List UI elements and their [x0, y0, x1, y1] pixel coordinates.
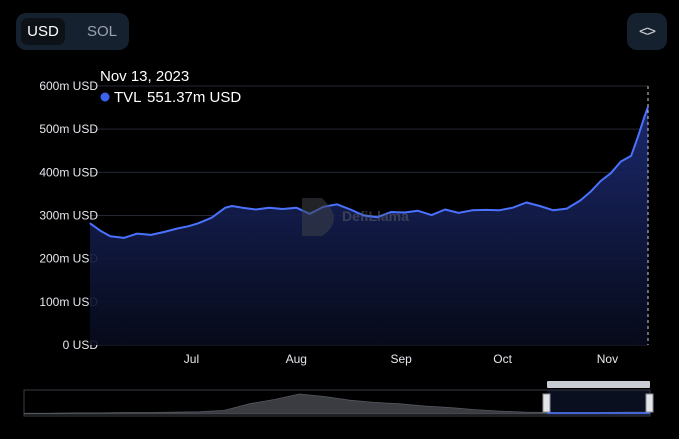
- tvl-point: [525, 201, 527, 204]
- tvl-point: [163, 231, 165, 233]
- tvl-point: [444, 208, 446, 211]
- tvl-point: [552, 209, 554, 211]
- tvl-point: [610, 172, 612, 174]
- llama-logo-icon: [302, 198, 334, 236]
- tvl-point: [430, 214, 433, 216]
- navigator-drag-bar[interactable]: [547, 381, 650, 388]
- y-tick-label: 200m USD: [39, 252, 98, 266]
- currency-toggle: USD SOL: [16, 13, 129, 50]
- tvl-point: [268, 207, 270, 209]
- tooltip-series-marker: [100, 92, 110, 102]
- tvl-point: [282, 208, 284, 210]
- tvl-point: [485, 209, 487, 211]
- tvl-point: [123, 237, 125, 239]
- defillama-watermark: DefiLlama: [302, 198, 409, 236]
- tvl-point: [390, 211, 392, 213]
- x-tick-label: Nov: [597, 352, 618, 366]
- tvl-area: [90, 107, 648, 345]
- tvl-point: [566, 207, 568, 210]
- y-tick-label: 0 USD: [63, 338, 99, 352]
- y-tick-label: 300m USD: [39, 209, 98, 223]
- tvl-point: [363, 214, 365, 217]
- sol-toggle-button[interactable]: SOL: [86, 23, 117, 40]
- x-tick-label: Aug: [286, 352, 307, 366]
- tvl-point: [224, 207, 226, 209]
- y-tick-label: 600m USD: [39, 79, 98, 93]
- y-tick-label: 400m USD: [39, 165, 98, 179]
- tvl-point: [295, 207, 297, 209]
- tvl-point: [471, 209, 473, 211]
- tvl-point: [211, 217, 213, 219]
- tvl-point: [241, 207, 243, 209]
- navigator-left-handle[interactable]: [542, 393, 551, 413]
- watermark-text: DefiLlama: [342, 208, 409, 224]
- tvl-point: [150, 234, 152, 236]
- tvl-point: [417, 210, 419, 212]
- code-brackets-icon: <>: [638, 22, 656, 40]
- x-tick-label: Jul: [184, 352, 199, 366]
- usd-toggle-button[interactable]: USD: [21, 18, 65, 45]
- y-tick-label: 100m USD: [39, 295, 98, 309]
- tvl-point: [600, 180, 602, 182]
- x-tick-label: Sep: [390, 352, 412, 366]
- tvl-point: [109, 235, 111, 237]
- tvl-point: [197, 222, 199, 224]
- tvl-point: [579, 199, 581, 201]
- navigator-selection[interactable]: [547, 390, 650, 416]
- tvl-point: [630, 155, 632, 157]
- tvl-point: [136, 233, 138, 235]
- y-tick-label: 500m USD: [39, 122, 98, 136]
- tvl-point: [403, 211, 406, 214]
- tvl-point: [539, 205, 541, 207]
- navigator-right-handle[interactable]: [645, 393, 654, 413]
- tvl-point: [512, 207, 514, 209]
- tvl-point: [349, 208, 351, 211]
- tvl-point: [589, 191, 592, 193]
- tooltip-date: Nov 13, 2023: [100, 68, 189, 85]
- tvl-point: [336, 203, 338, 205]
- tvl-point: [644, 115, 646, 117]
- tvl-point: [620, 160, 622, 163]
- tvl-point: [89, 222, 91, 224]
- tvl-point: [99, 230, 101, 232]
- embed-code-button[interactable]: <>: [627, 13, 667, 50]
- tooltip-value: 551.37m USD: [147, 89, 241, 106]
- tvl-point: [187, 225, 189, 227]
- tvl-point: [498, 209, 500, 211]
- tvl-point: [255, 208, 257, 211]
- tvl-point: [637, 136, 639, 138]
- tvl-point: [231, 205, 233, 207]
- tvl-point: [177, 227, 179, 230]
- x-tick-label: Oct: [493, 352, 512, 366]
- tvl-point: [376, 216, 379, 218]
- tvl-point: [458, 212, 460, 214]
- tooltip-series-name: TVL: [114, 89, 142, 106]
